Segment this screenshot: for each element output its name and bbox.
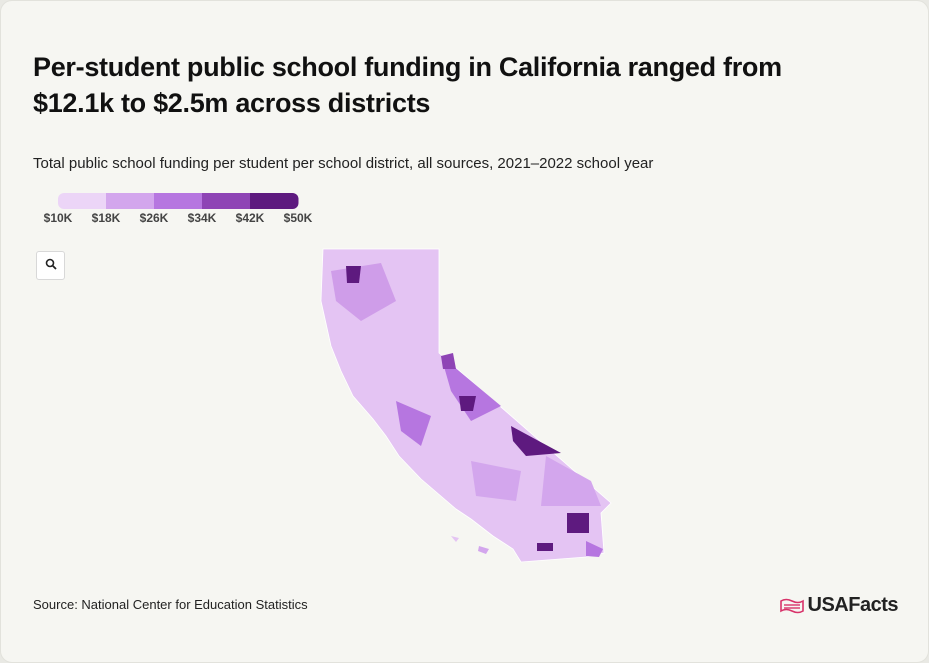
legend-tick-label: $42K bbox=[236, 211, 265, 225]
island bbox=[451, 536, 459, 542]
legend-swatch-fill bbox=[250, 193, 292, 209]
island bbox=[478, 546, 489, 554]
legend-tick-label: $26K bbox=[140, 211, 169, 225]
legend-tick-label: $10K bbox=[44, 211, 73, 225]
legend-tick-label: $34K bbox=[188, 211, 217, 225]
district bbox=[541, 456, 601, 506]
legend-swatch bbox=[154, 193, 203, 209]
legend-swatch bbox=[202, 193, 251, 209]
legend-tick-label: $50K bbox=[284, 211, 313, 225]
search-button[interactable] bbox=[36, 251, 65, 280]
district bbox=[346, 266, 361, 283]
source: Source: National Center for Education St… bbox=[33, 597, 308, 612]
title: Per-student public school funding in Cal… bbox=[33, 52, 782, 118]
district bbox=[511, 426, 561, 456]
legend-tick-label: $18K bbox=[92, 211, 121, 225]
district bbox=[537, 543, 553, 551]
legend: $10K $18K $26K $34K $42K $50K bbox=[44, 193, 313, 225]
logo-flag bbox=[779, 598, 804, 613]
district bbox=[396, 401, 431, 446]
district bbox=[441, 353, 456, 369]
legend-swatch bbox=[106, 193, 155, 209]
legend-swatch-fill bbox=[64, 193, 106, 209]
logo: USAFacts bbox=[779, 594, 899, 617]
district bbox=[459, 396, 476, 411]
district bbox=[441, 356, 501, 421]
subtitle: Total public school funding per student … bbox=[33, 155, 654, 172]
district bbox=[586, 541, 603, 557]
logo-text: USAFacts bbox=[807, 594, 899, 616]
search-icon bbox=[45, 258, 57, 270]
district bbox=[567, 513, 589, 533]
california-map bbox=[320, 248, 612, 563]
district bbox=[471, 461, 521, 501]
